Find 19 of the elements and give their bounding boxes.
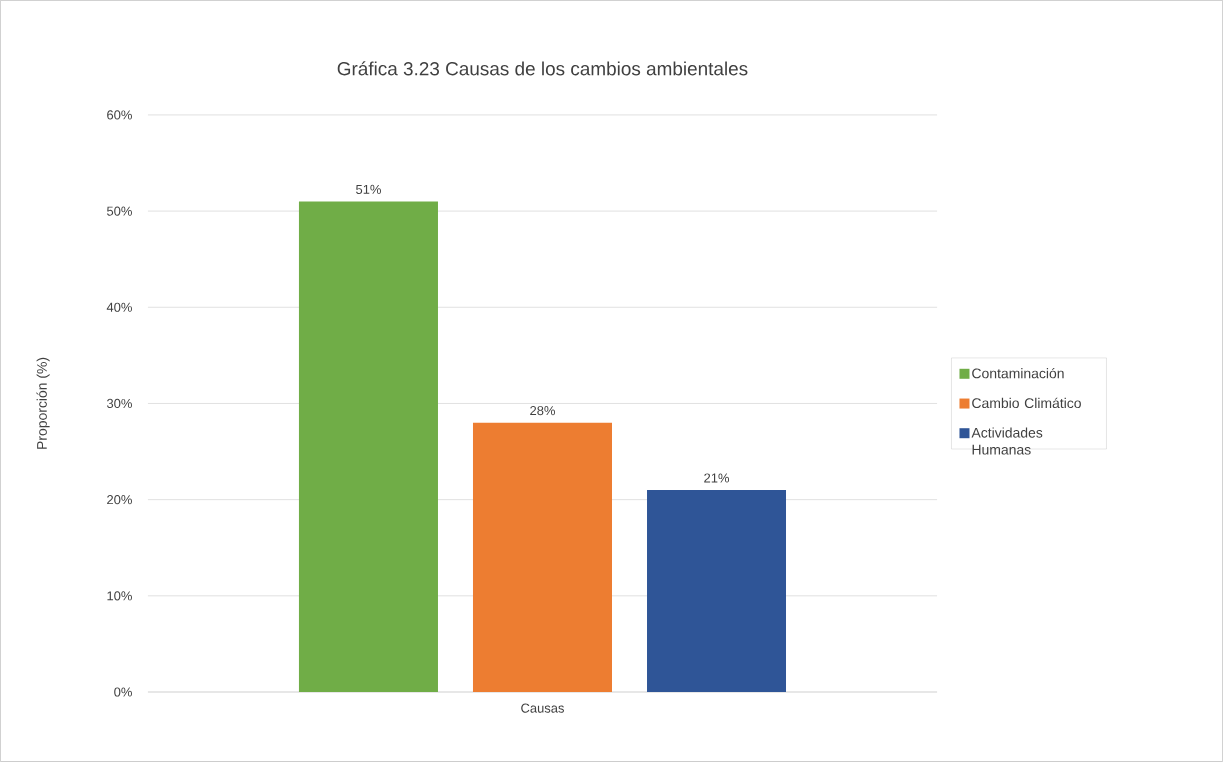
y-axis-title: Proporción (%)	[36, 357, 50, 449]
y-tick-label: 20%	[107, 495, 132, 505]
data-label: 51%	[356, 184, 381, 194]
y-tick-label: 50%	[106, 206, 132, 216]
y-tick-label: 30%	[106, 398, 132, 409]
x-tick-label: Causas	[521, 703, 564, 713]
y-tick-label: 60%	[107, 110, 132, 120]
y-tick-label: 40%	[106, 302, 132, 312]
y-tick-label: 10%	[107, 591, 132, 601]
data-label: 21%	[704, 473, 730, 483]
bar	[647, 490, 787, 693]
legend-label: Contaminación	[972, 367, 1064, 379]
bar	[472, 422, 613, 693]
data-label: 28%	[530, 406, 555, 416]
chart-title: Gráfica 3.23 Causas de los cambios ambientales	[337, 61, 748, 76]
legend-label: Cambio Climático	[972, 397, 1081, 409]
legend-label: Actividades Humanas	[971, 427, 1043, 455]
y-tick-label: 0%	[114, 687, 132, 697]
bar	[298, 201, 438, 693]
